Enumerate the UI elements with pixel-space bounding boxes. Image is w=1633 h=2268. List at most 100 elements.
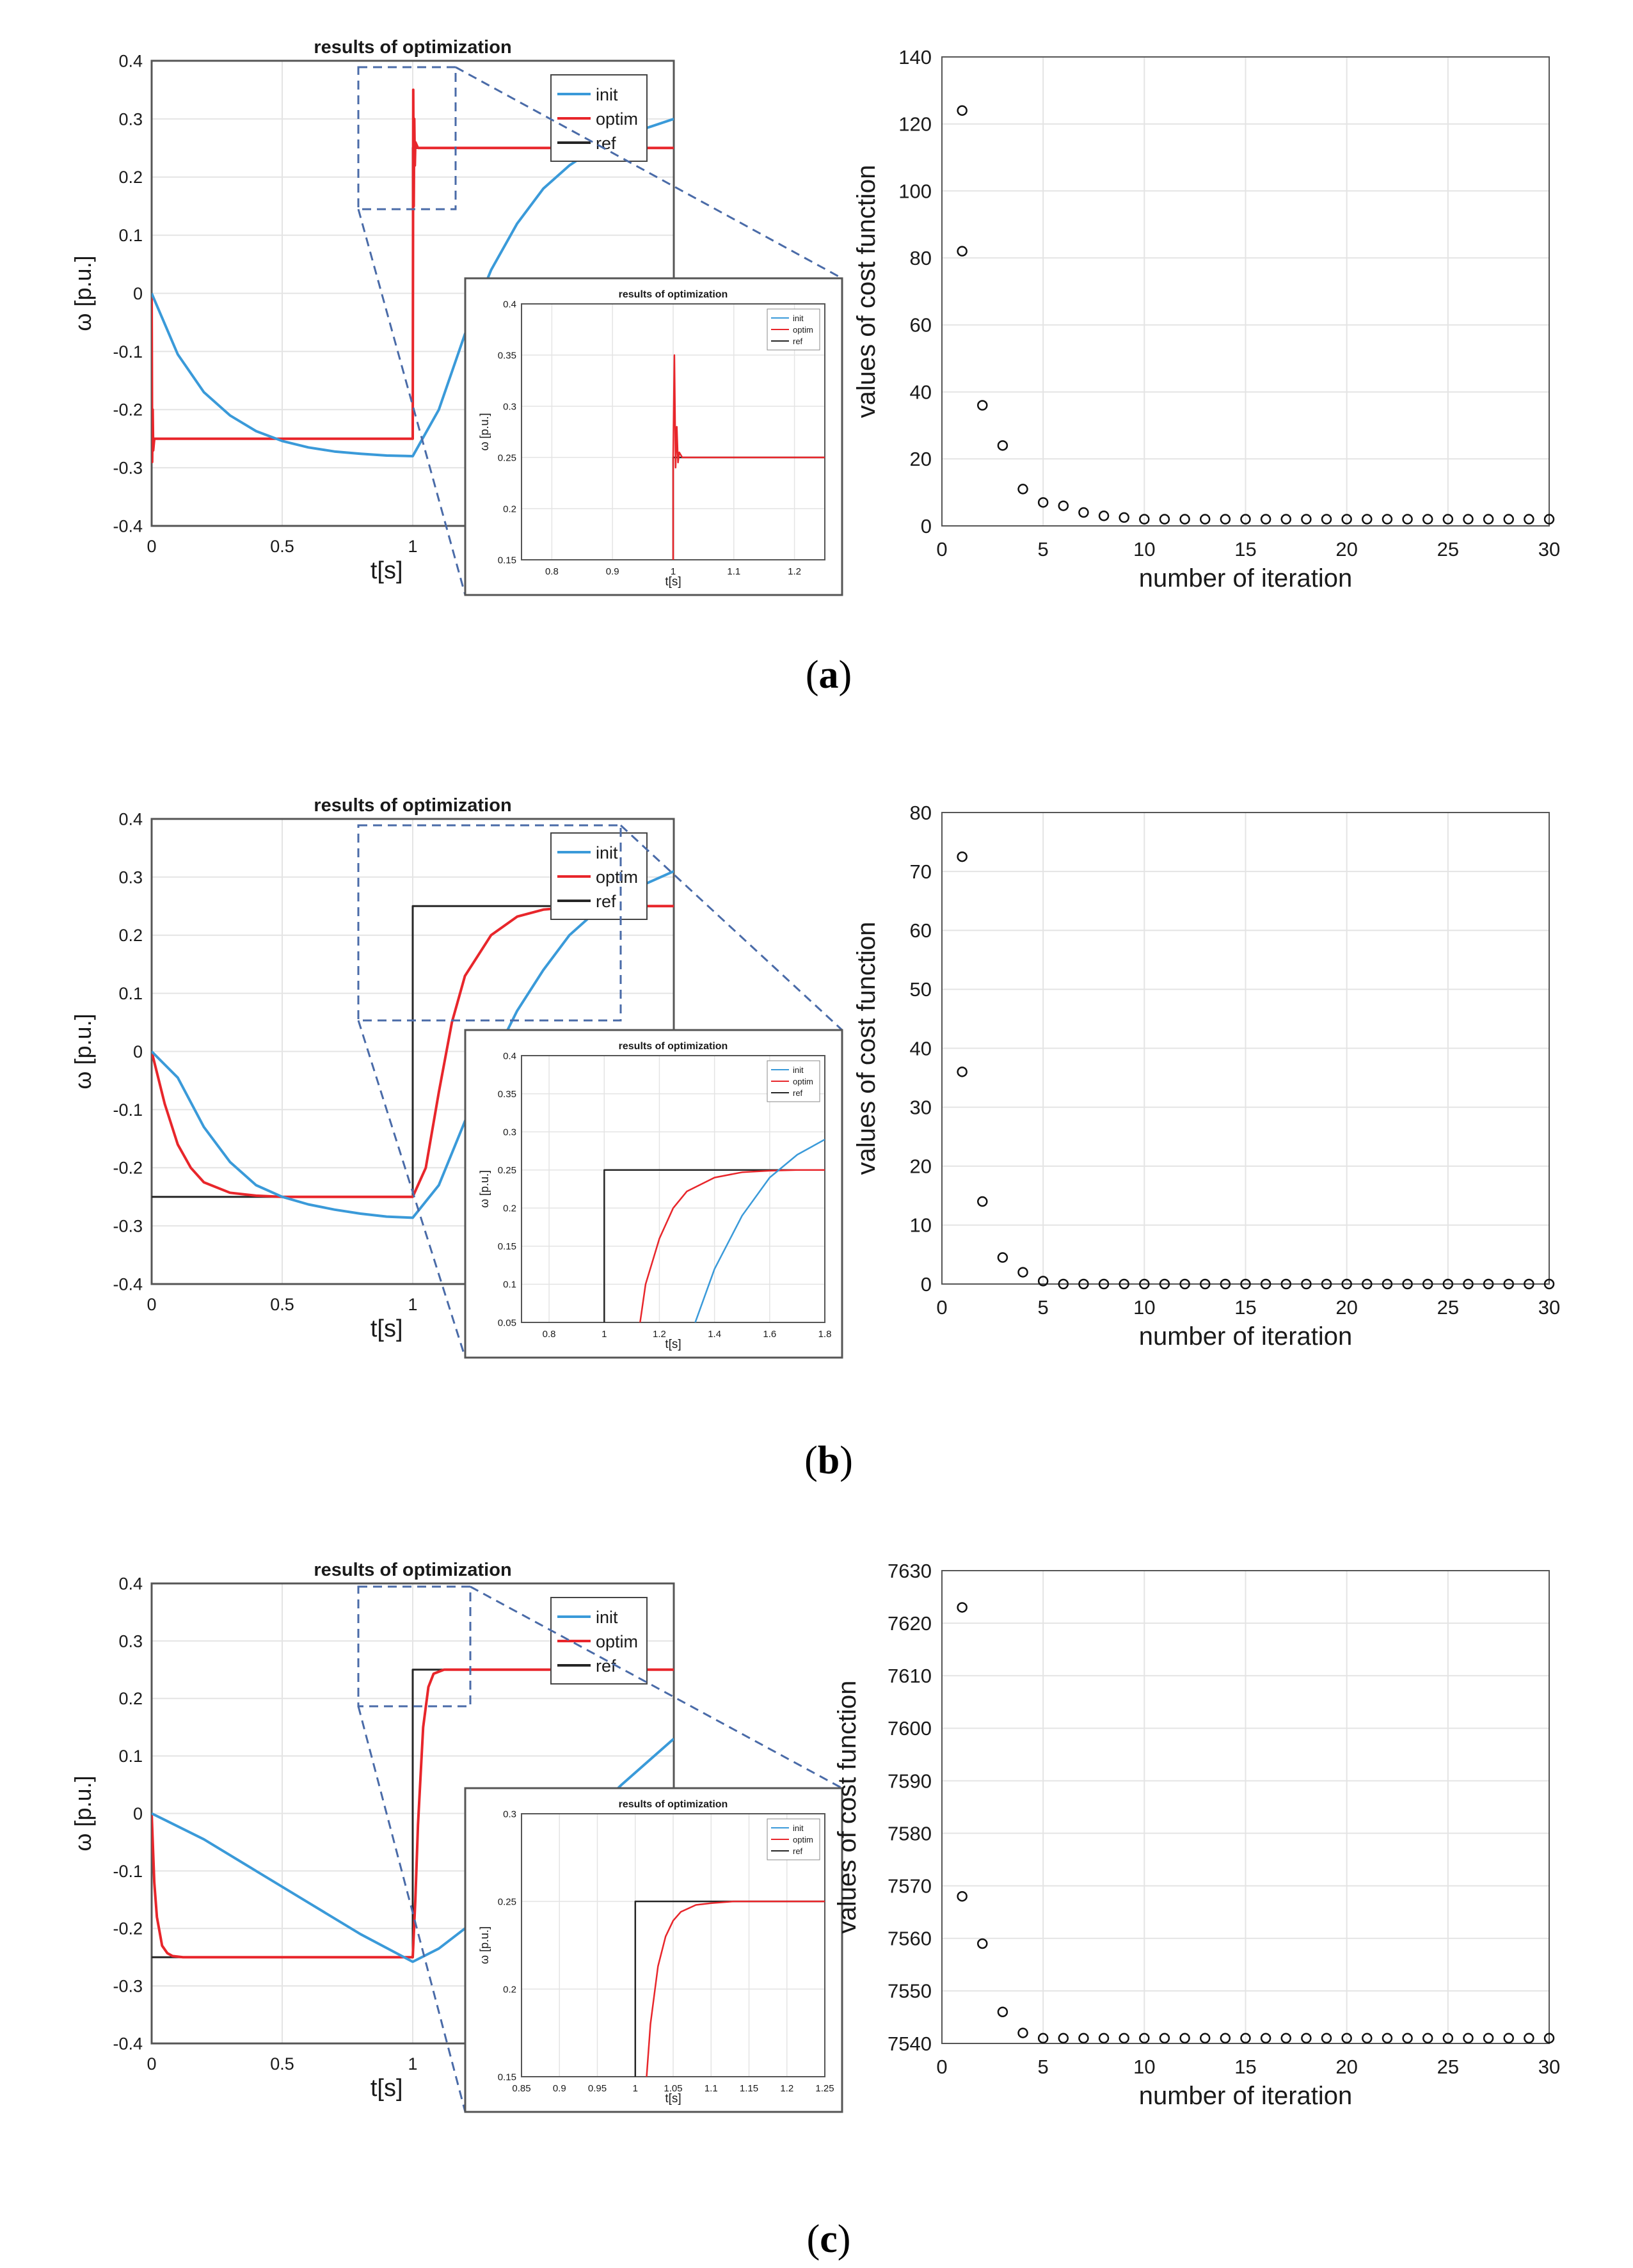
inset-c-xtick-label-3: 1 bbox=[633, 2083, 638, 2094]
cost-b-ytick-label-4: 40 bbox=[910, 1037, 932, 1059]
cost-a-ytick-label-6: 120 bbox=[898, 113, 932, 136]
inset-c-xtick-label-2: 0.95 bbox=[588, 2083, 607, 2094]
inset-legend-label-ref-c: ref bbox=[793, 1846, 803, 1856]
inset-legend-box-b bbox=[767, 1060, 820, 1102]
cost-point-a-9 bbox=[1119, 512, 1129, 523]
cost-c-xtick-label-6: 30 bbox=[1538, 2056, 1560, 2078]
cost-point-c-28 bbox=[1503, 2033, 1514, 2044]
cost-point-b-9 bbox=[1119, 1278, 1129, 1290]
inset-a-ytick-label-3: 0.3 bbox=[503, 401, 516, 412]
cost-b-xtick-label-5: 25 bbox=[1437, 1296, 1459, 1319]
response-b-ytick-label-6: 0.2 bbox=[118, 926, 143, 945]
response-c-ytick-label-8: 0.4 bbox=[118, 1574, 143, 1593]
cost-c-xtick-label-3: 15 bbox=[1234, 2056, 1256, 2078]
zoom-region-c bbox=[357, 1585, 472, 1708]
inset-c-xtick-label-7: 1.2 bbox=[780, 2083, 793, 2094]
cost-point-c-29 bbox=[1524, 2033, 1534, 2044]
inset-c-ytick-label-3: 0.3 bbox=[503, 1809, 516, 1820]
response-a-ytick-label-3: -0.1 bbox=[113, 342, 143, 361]
cost-point-b-6 bbox=[1058, 1278, 1069, 1290]
cost-c-ytick-label-7: 7610 bbox=[888, 1665, 932, 1687]
cost-c-ytick-label-6: 7600 bbox=[888, 1717, 932, 1740]
cost-a-xtick-label-2: 10 bbox=[1133, 538, 1155, 560]
cost-point-a-13 bbox=[1199, 514, 1211, 525]
cost-point-c-23 bbox=[1402, 2033, 1413, 2044]
inset-c-ytick-label-2: 0.25 bbox=[498, 1896, 516, 1907]
inset-b-xtick-label-2: 1.2 bbox=[653, 1329, 666, 1340]
inset-a-ytick-label-0: 0.15 bbox=[498, 555, 516, 566]
cost-c-xtick-label-1: 5 bbox=[1038, 2056, 1049, 2078]
cost-point-c-22 bbox=[1382, 2033, 1393, 2044]
cost-point-a-5 bbox=[1037, 497, 1049, 508]
cost-b-ytick-label-8: 80 bbox=[910, 802, 932, 824]
inset-b-ytick-label-5: 0.3 bbox=[503, 1127, 516, 1138]
cost-a-xtick-label-1: 5 bbox=[1038, 538, 1049, 560]
inset-c-series bbox=[634, 1900, 825, 2077]
response-xlabel-b: t[s] bbox=[370, 1315, 403, 1342]
response-a-xtick-label-1: 0.5 bbox=[270, 537, 294, 556]
response-c-ytick-label-0: -0.4 bbox=[113, 2034, 143, 2053]
cost-point-a-2 bbox=[977, 400, 988, 411]
cost-point-a-27 bbox=[1483, 514, 1494, 525]
response-b-ytick-label-4: 0 bbox=[133, 1042, 143, 1061]
cost-point-b-16 bbox=[1260, 1278, 1271, 1290]
cost-b-ytick-label-6: 60 bbox=[910, 919, 932, 942]
cost-point-b-18 bbox=[1301, 1278, 1312, 1290]
inset-b-ytick-label-0: 0.05 bbox=[498, 1317, 516, 1328]
cost-point-a-21 bbox=[1362, 514, 1373, 525]
cost-point-b-7 bbox=[1078, 1278, 1089, 1290]
response-ylabel-c: ω [p.u.] bbox=[70, 1775, 96, 1851]
inset-a-series bbox=[672, 354, 825, 560]
cost-c-ytick-label-3: 7570 bbox=[888, 1875, 932, 1898]
inset-series-line-optim-a bbox=[672, 354, 825, 560]
zoom-connector-bl-b bbox=[357, 1020, 466, 1358]
cost-point-a-24 bbox=[1422, 514, 1433, 525]
response-title-c: results of optimization bbox=[314, 1560, 511, 1580]
cost-point-c-20 bbox=[1341, 2033, 1352, 2044]
inset-a-ytick-label-5: 0.4 bbox=[503, 299, 516, 310]
zoom-connector-tr-c bbox=[470, 1585, 843, 1789]
cost-c-ytick-label-2: 7560 bbox=[888, 1928, 932, 1950]
inset-title-a: results of optimization bbox=[619, 289, 728, 300]
cost-b-ytick-label-2: 20 bbox=[910, 1155, 932, 1178]
cost-point-b-3 bbox=[997, 1252, 1008, 1263]
inset-legend-label-init-a: init bbox=[793, 313, 804, 323]
cost-point-b-24 bbox=[1422, 1278, 1433, 1290]
response-c-xtick-label-0: 0 bbox=[147, 2054, 156, 2074]
inset-xlabel-c: t[s] bbox=[665, 2092, 681, 2105]
inset-ylabel-c: ω [p.u.] bbox=[478, 1926, 491, 1964]
cost-xlabel-b: number of iteration bbox=[1139, 1322, 1353, 1351]
response-c-ytick-label-6: 0.2 bbox=[118, 1689, 143, 1708]
cost-point-a-25 bbox=[1442, 514, 1454, 525]
zoom-region-b bbox=[357, 824, 622, 1022]
inset-c-xtick-label-6: 1.15 bbox=[740, 2083, 758, 2094]
inset-plot-c: 0.85 0.9 0.95 1 1.05 1.1 1.15 1.2 1.25 0.15 0.2 0.2… bbox=[464, 1787, 843, 2113]
cost-a-xtick-label-4: 20 bbox=[1335, 538, 1357, 560]
cost-point-c-16 bbox=[1260, 2033, 1271, 2044]
cost-point-a-1 bbox=[957, 246, 968, 257]
cost-a-ytick-label-5: 100 bbox=[898, 180, 932, 202]
response-a-xtick-label-0: 0 bbox=[147, 537, 156, 556]
legend-label-ref-b: ref bbox=[596, 892, 616, 911]
response-c-ytick-label-7: 0.3 bbox=[118, 1631, 143, 1651]
inset-b-ytick-label-7: 0.4 bbox=[503, 1051, 516, 1061]
cost-b-xtick-label-3: 15 bbox=[1234, 1296, 1256, 1319]
inset-series-line-optim-c bbox=[646, 1900, 825, 2077]
cost-c-ytick-label-4: 7580 bbox=[888, 1822, 932, 1844]
zoom-connector-bl-c bbox=[357, 1706, 466, 2113]
inset-title-c: results of optimization bbox=[619, 1799, 728, 1810]
cost-b-ytick-label-1: 10 bbox=[910, 1214, 932, 1237]
cost-point-b-26 bbox=[1463, 1278, 1474, 1290]
panel-label-c: (c) bbox=[806, 2217, 851, 2261]
cost-point-a-4 bbox=[1017, 484, 1028, 495]
inset-a-xtick-label-2: 1 bbox=[671, 566, 676, 577]
response-c-ytick-label-1: -0.3 bbox=[113, 1977, 143, 1996]
cost-b-ytick-label-7: 70 bbox=[910, 860, 932, 883]
response-c-ytick-label-3: -0.1 bbox=[113, 1862, 143, 1881]
cost-point-a-15 bbox=[1240, 514, 1251, 525]
cost-point-b-23 bbox=[1402, 1278, 1413, 1290]
cost-point-a-17 bbox=[1280, 514, 1292, 525]
inset-a-ytick-label-2: 0.25 bbox=[498, 452, 516, 463]
response-a-ytick-label-4: 0 bbox=[133, 284, 143, 303]
